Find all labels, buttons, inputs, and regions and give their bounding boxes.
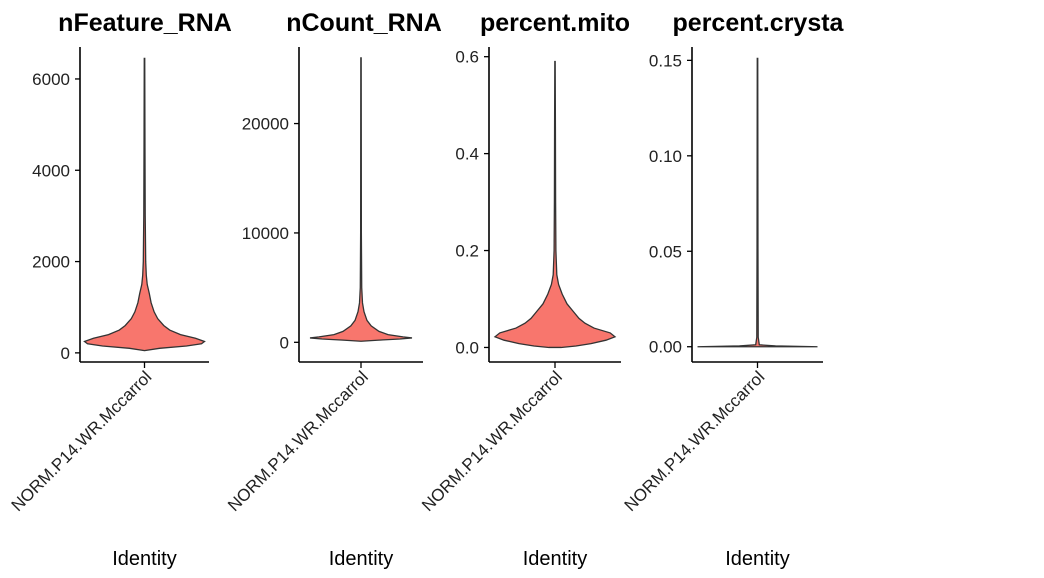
y-tick-label: 4000: [32, 161, 70, 180]
violin-norm-p14-wr-mccarrol: [697, 57, 818, 348]
x-category-label: NORM.P14.WR.Mccarrol: [621, 367, 769, 515]
x-axis-title: Identity: [112, 548, 176, 570]
y-tick-label: 0.15: [649, 51, 682, 70]
panel-nfeature-rna: nFeature_RNA 0 2000 4000 6000 NORM.P14.WR.Mcc…: [8, 9, 232, 570]
panel-title: percent.crysta: [673, 9, 845, 37]
y-tick-label: 0.00: [649, 338, 682, 357]
x-axis-title: Identity: [329, 548, 393, 570]
panel-title: nFeature_RNA: [58, 9, 232, 37]
panel-percent-crysta: percent.crysta 0.00 0.05 0.10 0.15 NORM.P14.W…: [621, 9, 845, 570]
panel-ncount-rna: nCount_RNA 0 10000 20000 NORM.P14.WR.Mccarro…: [224, 9, 442, 570]
panel-percent-mito: percent.mito 0.0 0.2 0.4 0.6 NORM.P14.WR.Mcca…: [418, 9, 630, 570]
y-tick-label: 0.10: [649, 147, 682, 166]
y-tick-label: 2000: [32, 253, 70, 272]
y-tick-label: 0.4: [455, 145, 479, 164]
x-category-label: NORM.P14.WR.Mccarrol: [224, 367, 372, 515]
panel-title: nCount_RNA: [286, 9, 442, 37]
x-axis-title: Identity: [725, 548, 789, 570]
y-tick-label: 6000: [32, 70, 70, 89]
y-tick-label: 0.2: [455, 242, 479, 261]
y-tick-label: 0: [280, 333, 289, 352]
x-category-label: NORM.P14.WR.Mccarrol: [8, 367, 156, 515]
y-tick-label: 0: [61, 344, 70, 363]
violin-norm-p14-wr-mccarrol: [83, 57, 206, 352]
x-axis-title: Identity: [523, 548, 587, 570]
panel-title: percent.mito: [480, 9, 630, 37]
y-tick-label: 20000: [242, 115, 289, 134]
violin-norm-p14-wr-mccarrol: [309, 57, 413, 342]
y-tick-label: 0.05: [649, 242, 682, 261]
y-tick-label: 10000: [242, 224, 289, 243]
violin-norm-p14-wr-mccarrol: [493, 60, 617, 349]
y-tick-label: 0.6: [455, 48, 479, 67]
y-tick-label: 0.0: [455, 338, 479, 357]
x-category-label: NORM.P14.WR.Mccarrol: [418, 367, 566, 515]
